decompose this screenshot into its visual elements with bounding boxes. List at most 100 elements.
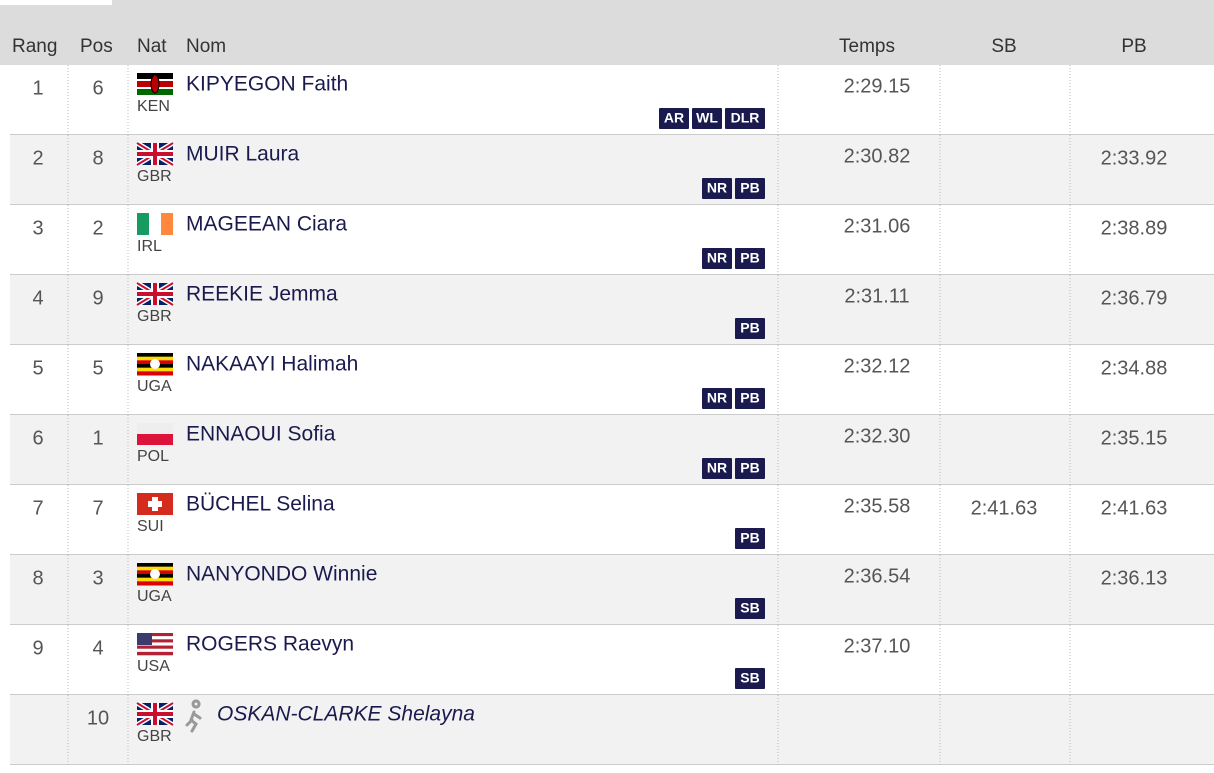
flag <box>137 73 173 95</box>
row-background <box>10 415 1214 485</box>
lane: 8 <box>92 147 103 169</box>
athlete-name: MUIR Laura <box>186 143 300 166</box>
result-row: 8 3 UGA NANYONDO Winnie 2:36.54 2:36.13 SB <box>10 555 1214 625</box>
nationality: GBR <box>137 308 172 325</box>
result-row: 9 4 USA ROGERS Raevyn 2:37.10 SB <box>10 625 1214 695</box>
athlete-name: ROGERS Raevyn <box>186 633 354 656</box>
flag-part <box>137 577 173 582</box>
nationality: GBR <box>137 168 172 185</box>
time: 2:37.10 <box>844 635 911 657</box>
header-pos: Pos <box>80 36 113 57</box>
athlete-name: NAKAAYI Halimah <box>186 353 358 376</box>
header-temps: Temps <box>839 36 895 57</box>
nationality: USA <box>137 658 170 675</box>
flag-part <box>137 636 173 640</box>
flag-part <box>137 639 173 643</box>
time: 2:31.11 <box>844 285 909 307</box>
lane: 10 <box>87 707 109 729</box>
personal-best: 2:33.92 <box>1101 147 1168 169</box>
nationality: UGA <box>137 588 172 605</box>
header-nat: Nat <box>137 36 167 57</box>
rank: 3 <box>32 217 43 239</box>
athlete-name: REEKIE Jemma <box>186 283 338 306</box>
tab <box>0 0 112 5</box>
record-badge <box>735 458 765 479</box>
flag-part <box>149 213 161 235</box>
season-best: 2:41.63 <box>971 497 1038 519</box>
lane: 2 <box>92 217 103 239</box>
personal-best: 2:34.88 <box>1101 357 1168 379</box>
record-badge-label: WL <box>696 110 718 126</box>
rank: 1 <box>32 77 43 99</box>
record-badge-label: NR <box>707 250 727 266</box>
record-badge-label: SB <box>740 600 759 616</box>
flag-part <box>137 581 173 586</box>
flag-part <box>137 152 173 156</box>
flag-part <box>137 292 173 296</box>
row-background <box>10 485 1214 555</box>
rank: 5 <box>32 357 43 379</box>
record-badge-label: SB <box>740 670 759 686</box>
time: 2:30.82 <box>844 145 911 167</box>
rank: 7 <box>32 497 43 519</box>
record-badge <box>659 108 689 129</box>
flag <box>137 423 173 445</box>
result-row: 4 9 GBR REEKIE Jemma 2:31.11 2:36.79 PB <box>10 275 1214 345</box>
lane: 3 <box>92 567 103 589</box>
lane: 6 <box>92 77 103 99</box>
time: 2:35.58 <box>844 495 911 517</box>
runner-icon <box>185 699 202 733</box>
record-badge-label: NR <box>707 390 727 406</box>
personal-best: 2:41.63 <box>1101 497 1168 519</box>
row-background <box>10 135 1214 205</box>
rows: 1 6 KEN KIPYEGON Faith 2:29.15 DLR WL AR 2 8 GBR MU… <box>10 65 1214 765</box>
nationality: KEN <box>137 98 170 115</box>
flag-part <box>150 569 160 579</box>
record-badge <box>702 248 732 269</box>
athlete-name: MAGEEAN Ciara <box>186 213 347 236</box>
time: 2:29.15 <box>844 75 911 97</box>
row-background <box>10 65 1214 135</box>
flag-part <box>137 213 149 235</box>
row-background <box>10 275 1214 345</box>
lane: 9 <box>92 287 103 309</box>
record-badge-label: AR <box>664 110 684 126</box>
rank: 9 <box>32 637 43 659</box>
flag <box>137 493 173 515</box>
flag-part <box>137 633 152 645</box>
result-row: 5 5 UGA NAKAAYI Halimah 2:32.12 2:34.88 PB NR <box>10 345 1214 415</box>
flag-part <box>137 645 173 650</box>
header-pb: PB <box>1121 36 1146 57</box>
result-row: 7 7 SUI BÜCHEL Selina 2:35.58 2:41.63 2:41.63 P… <box>10 485 1214 555</box>
athlete-name: ENNAOUI Sofia <box>186 423 336 446</box>
record-badge-label: PB <box>740 390 759 406</box>
header-sb: SB <box>991 36 1016 57</box>
flag <box>137 353 173 376</box>
record-badge <box>702 458 732 479</box>
athlete-name: KIPYEGON Faith <box>186 73 348 96</box>
rank: 6 <box>32 427 43 449</box>
record-badge <box>735 248 765 269</box>
nationality: POL <box>137 448 169 465</box>
row-background <box>10 555 1214 625</box>
flag <box>137 633 173 656</box>
header-rang: Rang <box>12 36 57 57</box>
result-row: 3 2 IRL MAGEEAN Ciara 2:31.06 2:38.89 PB NR <box>10 205 1214 275</box>
personal-best: 2:35.15 <box>1101 427 1168 449</box>
flag-part <box>137 367 173 372</box>
row-background <box>10 695 1214 765</box>
flag <box>135 140 175 168</box>
record-badge <box>735 388 765 409</box>
flag-part <box>150 359 160 369</box>
flag-part <box>137 563 173 568</box>
record-badge <box>735 318 765 339</box>
time: 2:36.54 <box>844 565 911 587</box>
record-badge <box>692 108 722 129</box>
athlete-name: NANYONDO Winnie <box>186 563 377 586</box>
time: 2:32.12 <box>844 355 911 377</box>
lane: 7 <box>92 497 103 519</box>
flag-part <box>150 74 160 94</box>
flag-part <box>137 712 173 716</box>
flag-part <box>137 566 173 571</box>
